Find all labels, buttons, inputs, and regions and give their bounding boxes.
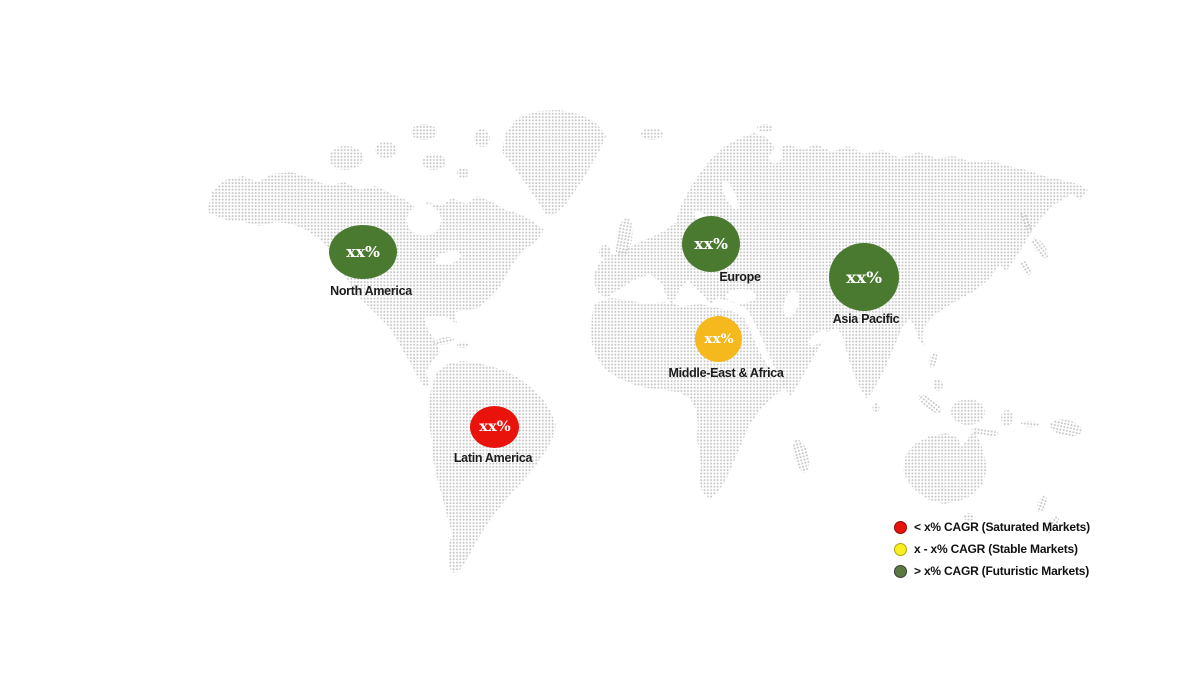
legend-label-futuristic: > x% CAGR (Futuristic Markets) [914, 564, 1090, 578]
caribbean-islands [434, 336, 469, 348]
madagascar [792, 439, 810, 473]
region-bubble-north-america: xx% [329, 225, 397, 279]
southeast-asia-islands [918, 352, 1082, 437]
legend-swatch-yellow-icon [894, 542, 907, 556]
legend-label-saturated: < x% CAGR (Saturated Markets) [914, 520, 1090, 534]
region-value-europe: xx% [694, 235, 728, 253]
tasmania [964, 513, 974, 521]
continent-australia [903, 431, 987, 504]
region-value-asia-pacific: xx% [846, 267, 882, 287]
region-bubble-middle-east-africa: xx% [695, 316, 742, 362]
region-bubble-europe: xx% [682, 216, 740, 272]
legend-item-stable: x - x% CAGR (Stable Markets) [894, 542, 1090, 556]
east-asia-islands [1020, 210, 1049, 276]
legend-swatch-green-icon [894, 564, 907, 578]
legend-item-futuristic: > x% CAGR (Futuristic Markets) [894, 564, 1090, 578]
legend-item-saturated: < x% CAGR (Saturated Markets) [894, 520, 1090, 534]
region-label-middle-east-africa: Middle-East & Africa [668, 366, 784, 380]
continent-south-america [428, 361, 556, 573]
region-bubble-latin-america: xx% [470, 406, 519, 448]
legend: < x% CAGR (Saturated Markets) x - x% CAG… [894, 520, 1090, 578]
region-label-north-america: North America [330, 284, 412, 298]
greenland [502, 110, 606, 216]
region-value-latin-america: xx% [478, 419, 511, 435]
region-label-latin-america: Latin America [453, 451, 533, 465]
region-bubble-asia-pacific: xx% [829, 243, 899, 311]
continent-north-america [207, 172, 544, 388]
new-zealand [1037, 495, 1059, 534]
continent-africa [591, 298, 790, 499]
arctic-islands [329, 124, 490, 178]
region-label-asia-pacific: Asia Pacific [832, 312, 900, 326]
region-value-north-america: xx% [346, 243, 380, 261]
svalbard [757, 124, 773, 132]
legend-label-stable: x - x% CAGR (Stable Markets) [914, 542, 1078, 556]
sri-lanka [872, 403, 880, 413]
region-value-middle-east-africa: xx% [703, 331, 734, 347]
region-label-europe: Europe [719, 270, 761, 284]
iceland [641, 128, 663, 140]
legend-swatch-red-icon [894, 520, 907, 534]
